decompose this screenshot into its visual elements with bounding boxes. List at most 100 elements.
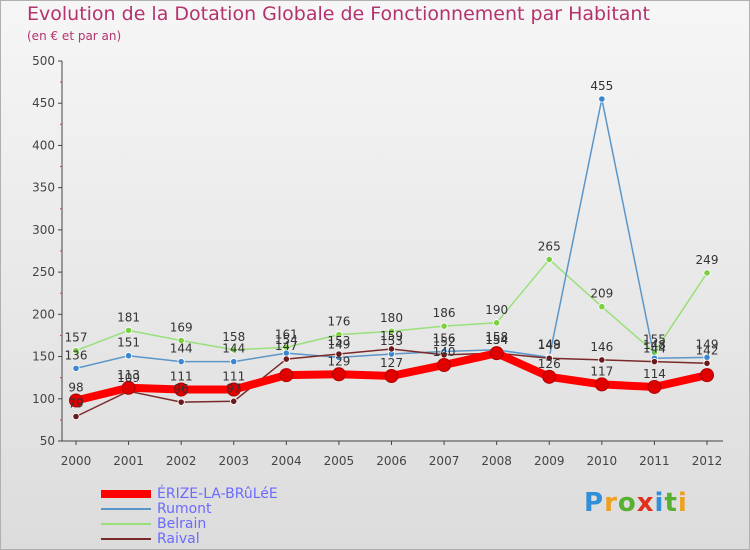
logo-letter: P <box>584 488 605 518</box>
logo-letter: t <box>664 488 678 518</box>
y-tick-label: 300 <box>32 223 55 237</box>
x-tick-label: 2001 <box>113 454 144 468</box>
data-label: 144 <box>643 342 666 356</box>
data-label: 96 <box>174 382 189 396</box>
data-label: 151 <box>117 336 140 350</box>
data-label: 147 <box>275 339 298 353</box>
x-tick-label: 2010 <box>587 454 618 468</box>
series-point-3 <box>282 355 290 363</box>
data-label: 149 <box>538 337 561 351</box>
x-tick-label: 2005 <box>324 454 355 468</box>
data-label: 176 <box>327 315 350 329</box>
data-label: 146 <box>590 340 613 354</box>
legend-label-belrain: Belrain <box>157 516 207 532</box>
logo-letter: i <box>654 488 665 518</box>
series-point-3 <box>177 398 185 406</box>
legend-label-erize: ÉRIZE-LA-BRûLéE <box>157 486 278 502</box>
series-point-0 <box>437 358 452 372</box>
data-label: 149 <box>696 337 719 351</box>
series-point-0 <box>226 382 241 397</box>
legend-label-raival: Raival <box>157 531 200 547</box>
chart-subtitle: (en € et par an) <box>27 29 122 43</box>
data-label: 117 <box>590 364 613 378</box>
series-point-0 <box>594 377 609 392</box>
data-label: 186 <box>433 306 456 320</box>
series-point-3 <box>387 345 396 353</box>
series-point-1 <box>72 364 80 372</box>
series-point-2 <box>230 346 238 354</box>
x-tick-label: 2007 <box>429 454 460 468</box>
series-point-2 <box>493 319 501 327</box>
logo-letter: x <box>636 488 655 518</box>
data-label: 158 <box>222 330 245 344</box>
series-point-0 <box>69 393 83 408</box>
data-label: 265 <box>538 239 561 253</box>
data-label: 190 <box>485 303 508 317</box>
series-point-0 <box>647 379 662 394</box>
series-point-3 <box>335 350 343 358</box>
data-label: 180 <box>380 311 403 325</box>
data-label: 142 <box>696 343 719 357</box>
series-point-2 <box>440 322 448 330</box>
series-point-3 <box>230 397 238 405</box>
data-label: 154 <box>485 333 508 347</box>
data-label: 129 <box>327 354 350 368</box>
series-point-2 <box>545 255 553 264</box>
x-tick-label: 2008 <box>481 454 512 468</box>
logo-letter: o <box>617 488 637 518</box>
series-point-3 <box>650 358 659 366</box>
axes: 50 100 150 200 250 300 350 400 450 500 2000 2001 200… <box>32 54 723 468</box>
series-point-0 <box>542 369 557 384</box>
series-point-0 <box>331 367 346 382</box>
data-label: 249 <box>696 253 719 267</box>
data-label: 152 <box>433 335 456 349</box>
y-tick-label: 200 <box>32 307 55 321</box>
series-point-3 <box>545 354 553 362</box>
series-point-0 <box>700 368 714 383</box>
logo-letter: i <box>677 488 688 518</box>
y-tick-label: 150 <box>32 350 55 364</box>
chart-title: Evolution de la Dotation Globale de Fonc… <box>27 3 650 25</box>
data-label: 111 <box>222 369 245 383</box>
data-label: 159 <box>380 329 403 343</box>
data-label: 156 <box>433 331 456 345</box>
y-tick-label: 250 <box>32 265 55 279</box>
legend-swatch-belrain <box>101 523 151 525</box>
data-label: 161 <box>275 327 298 341</box>
data-label: 79 <box>68 397 83 411</box>
series-layer <box>69 95 714 421</box>
x-tick-label: 2012 <box>692 454 723 468</box>
data-label: 144 <box>222 342 245 356</box>
data-label: 98 <box>68 380 83 394</box>
series-point-0 <box>489 346 504 361</box>
data-label: 181 <box>117 310 140 324</box>
data-label: 140 <box>433 345 456 359</box>
series-point-2 <box>335 330 343 339</box>
data-label: 148 <box>538 338 561 352</box>
y-tick-label: 100 <box>32 392 55 406</box>
y-tick-label: 500 <box>32 54 55 68</box>
legend-label-rumont: Rumont <box>157 501 212 517</box>
logo-letter: r <box>604 488 618 518</box>
series-point-2 <box>72 347 80 355</box>
data-label: 109 <box>117 371 140 385</box>
y-tick-label: 450 <box>32 96 55 110</box>
data-label: 157 <box>65 331 88 345</box>
y-tick-label: 50 <box>40 434 55 448</box>
legend-swatch-erize <box>101 490 151 498</box>
data-label: 455 <box>590 79 613 93</box>
y-tick-label: 400 <box>32 138 55 152</box>
series-point-0 <box>279 368 294 383</box>
data-label: 154 <box>275 333 298 347</box>
series-point-2 <box>387 327 396 335</box>
series-point-1 <box>177 358 185 366</box>
series-point-2 <box>598 303 606 311</box>
x-tick-label: 2006 <box>376 454 407 468</box>
series-point-1 <box>230 358 238 366</box>
series-point-1 <box>598 95 606 103</box>
data-label: 158 <box>485 330 508 344</box>
data-label: 149 <box>327 337 350 351</box>
data-label: 144 <box>170 342 193 356</box>
